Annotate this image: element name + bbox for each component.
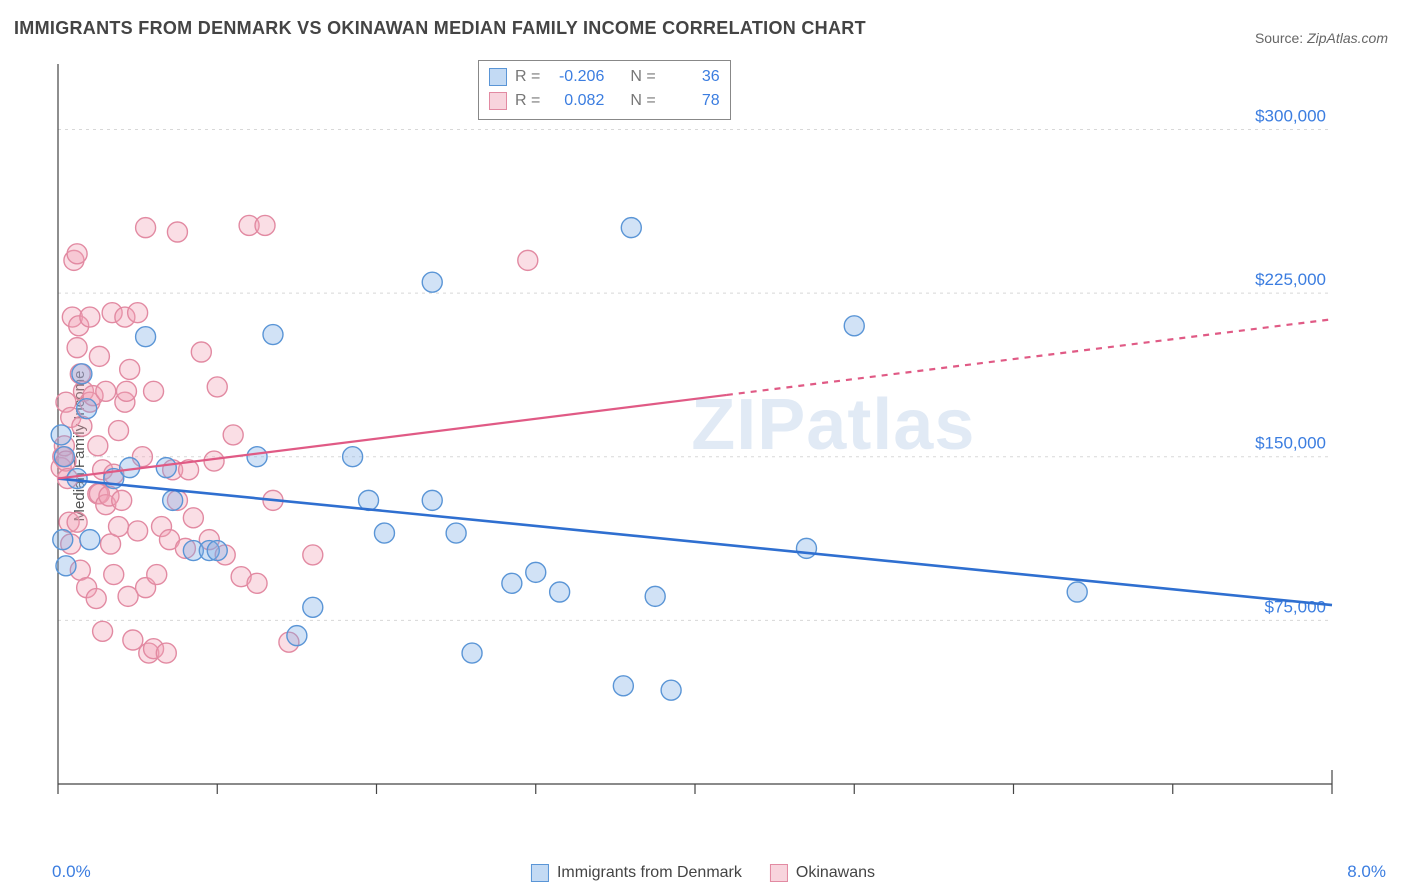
stat-n-label: N = (630, 89, 655, 113)
stats-row-denmark: R = -0.206 N = 36 (489, 65, 720, 89)
stat-n-value-denmark: 36 (664, 65, 720, 89)
swatch-pink-icon (770, 864, 788, 882)
stat-n-label: N = (630, 65, 655, 89)
stats-row-okinawans: R = 0.082 N = 78 (489, 89, 720, 113)
legend-label-denmark: Immigrants from Denmark (557, 864, 742, 882)
swatch-pink-icon (489, 92, 507, 110)
legend-item-okinawans: Okinawans (770, 864, 875, 882)
legend-item-denmark: Immigrants from Denmark (531, 864, 742, 882)
stat-r-value-okinawans: 0.082 (548, 89, 604, 113)
stat-n-value-okinawans: 78 (664, 89, 720, 113)
svg-text:$300,000: $300,000 (1255, 106, 1326, 125)
source-label: Source: (1255, 30, 1303, 46)
swatch-blue-icon (531, 864, 549, 882)
chart-title: IMMIGRANTS FROM DENMARK VS OKINAWAN MEDI… (14, 18, 866, 39)
source-attribution: Source: ZipAtlas.com (1255, 30, 1388, 46)
bottom-legend: Immigrants from Denmark Okinawans (531, 864, 875, 882)
x-axis-max-label: 8.0% (1347, 862, 1386, 882)
svg-text:$225,000: $225,000 (1255, 270, 1326, 289)
plot-area: $75,000$150,000$225,000$300,000 ZIPatlas… (50, 60, 1386, 832)
legend-label-okinawans: Okinawans (796, 864, 875, 882)
stat-r-label: R = (515, 65, 540, 89)
scatter-plot-svg: $75,000$150,000$225,000$300,000 (50, 60, 1386, 832)
x-axis-min-label: 0.0% (52, 862, 91, 882)
stats-legend-box: R = -0.206 N = 36 R = 0.082 N = 78 (478, 60, 731, 120)
svg-text:$150,000: $150,000 (1255, 434, 1326, 453)
source-value: ZipAtlas.com (1307, 30, 1388, 46)
swatch-blue-icon (489, 68, 507, 86)
stat-r-value-denmark: -0.206 (548, 65, 604, 89)
stat-r-label: R = (515, 89, 540, 113)
